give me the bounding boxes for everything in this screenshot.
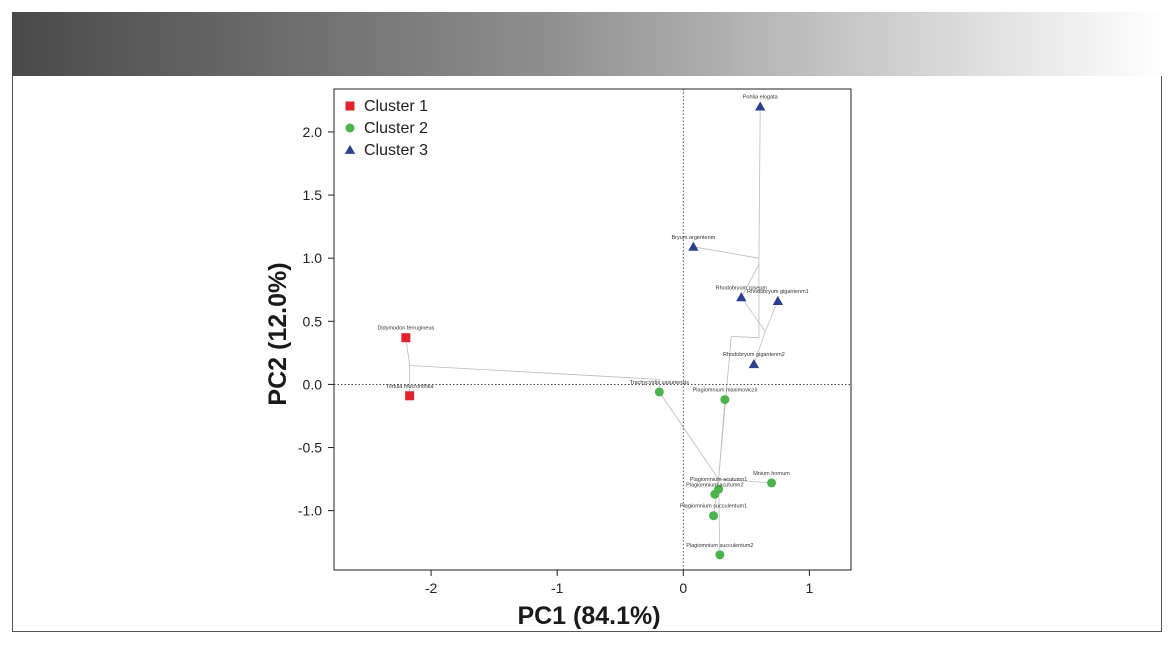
point-label: Tortula mucronifolia xyxy=(386,384,435,390)
figure-frame xyxy=(12,76,1162,632)
data-point xyxy=(405,391,415,401)
point-label: Rhodobryum gigantenm1 xyxy=(747,289,809,295)
y-tick-label: 2.0 xyxy=(303,124,323,140)
tree-edge xyxy=(718,478,772,484)
data-point xyxy=(767,478,777,488)
y-tick-label: 0.0 xyxy=(303,376,323,392)
data-point xyxy=(710,489,720,499)
data-point xyxy=(688,241,699,251)
legend-label: Cluster 3 xyxy=(364,142,428,159)
plot-area-border xyxy=(333,88,852,571)
data-point xyxy=(736,292,747,302)
point-label: Rhodobryum gigantenm2 xyxy=(723,352,785,358)
point-label: Plagiomnium succulentum2 xyxy=(686,543,753,549)
legend-marker xyxy=(344,144,356,154)
tree-edge xyxy=(693,246,760,259)
y-tick-label: -1.0 xyxy=(298,503,322,519)
legend-label: Cluster 1 xyxy=(364,98,428,115)
point-label: Trachycystis ussuriensis xyxy=(630,380,690,386)
tree-edge xyxy=(758,106,761,259)
tree-edge xyxy=(740,264,760,298)
y-tick-label: 0.5 xyxy=(303,313,323,329)
point-label: Plagiomnium maximoviczii xyxy=(693,388,758,394)
data-point xyxy=(654,387,664,397)
point-label: Plagiomnium acutumn1 xyxy=(690,477,747,483)
data-point xyxy=(748,359,760,369)
point-label: Plagiomnium acutumn2 xyxy=(686,482,743,488)
point-label: Plagiomnium succulentum1 xyxy=(680,504,747,510)
x-tick-label: -2 xyxy=(425,580,438,596)
x-tick-label: 1 xyxy=(805,580,813,596)
y-tick-label: 1.0 xyxy=(303,250,323,266)
tree-edge xyxy=(659,391,719,480)
header-banner xyxy=(12,12,1164,76)
data-point xyxy=(715,550,725,560)
y-tick-label: -0.5 xyxy=(298,440,322,456)
x-tick-label: 0 xyxy=(679,580,687,596)
y-tick-label: 1.5 xyxy=(303,187,323,203)
tree-edge xyxy=(764,300,779,332)
legend-label: Cluster 2 xyxy=(364,120,428,137)
y-axis-title: PC2 (12.0%) xyxy=(264,262,292,405)
tree-edge xyxy=(405,337,411,366)
legend-marker xyxy=(345,101,355,111)
tree-edge xyxy=(409,365,660,380)
data-point xyxy=(401,333,411,343)
x-axis-title: PC1 (84.1%) xyxy=(517,602,660,630)
x-tick-label: -1 xyxy=(551,580,564,596)
tree-edge xyxy=(718,336,732,480)
tree-edge xyxy=(753,331,766,365)
data-point xyxy=(709,511,719,521)
point-label: Didymodon ferrugineus xyxy=(377,326,434,332)
data-point xyxy=(720,395,730,405)
point-label: Pohlia elogata xyxy=(743,95,779,101)
point-label: Bryum argentenm xyxy=(672,235,716,241)
tree-edge xyxy=(731,336,759,339)
data-point xyxy=(755,101,766,111)
tree-edge xyxy=(740,297,766,332)
point-label: Rhodobryum roseum xyxy=(716,285,768,291)
point-label: Mnium hornum xyxy=(753,471,790,477)
legend-marker xyxy=(345,123,355,133)
data-point xyxy=(772,295,784,305)
